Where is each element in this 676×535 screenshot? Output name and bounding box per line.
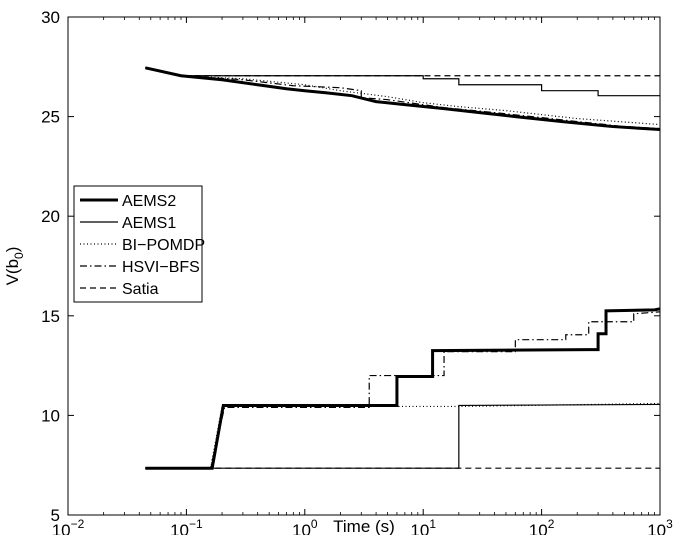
y-axis-label: V(b0) (3, 247, 26, 286)
x-tick-label: 10−2 (52, 517, 85, 535)
y-tick-label: 5 (51, 506, 60, 525)
series-aems1-upper-line (145, 67, 660, 97)
x-tick-label: 100 (292, 517, 318, 535)
y-tick-label: 10 (41, 406, 60, 425)
legend-entry-label: AEMS2 (122, 193, 176, 210)
legend: AEMS2 AEMS1 BI−POMDP HSVI−BFS Satia (73, 185, 205, 303)
legend-entry-label: Satia (122, 281, 159, 298)
series-hsvi-bfs-upper-line (145, 67, 661, 130)
y-tick-label: 25 (41, 108, 60, 127)
x-axis-label: Time (s) (333, 517, 395, 535)
series-hsvi-bfs-lower-line (145, 311, 661, 469)
x-tick-label: 102 (529, 517, 555, 535)
axis-ticks: 10−2 10−1 100 101 102 103 5 10 15 20 25 30 (41, 8, 673, 535)
legend-box (73, 185, 203, 303)
legend-entry-label: BI−POMDP (122, 237, 205, 254)
series-satia-upper-line (145, 67, 660, 77)
y-tick-label: 30 (41, 8, 60, 27)
series-aems2-lower-line (145, 307, 661, 470)
series-aems2-upper-line (145, 66, 661, 132)
x-tick-label: 101 (410, 517, 436, 535)
legend-entry-label: AEMS1 (122, 215, 176, 232)
x-tick-label: 103 (647, 517, 673, 535)
series-lines (145, 66, 661, 470)
y-tick-label: 20 (41, 207, 60, 226)
series-bi-pomdp-upper-line (145, 67, 661, 126)
x-tick-label: 10−1 (170, 517, 203, 535)
plot-frame (67, 16, 661, 516)
y-tick-label: 15 (41, 307, 60, 326)
legend-entry-label: HSVI−BFS (122, 259, 200, 276)
series-aems1-lower-line (145, 403, 661, 469)
